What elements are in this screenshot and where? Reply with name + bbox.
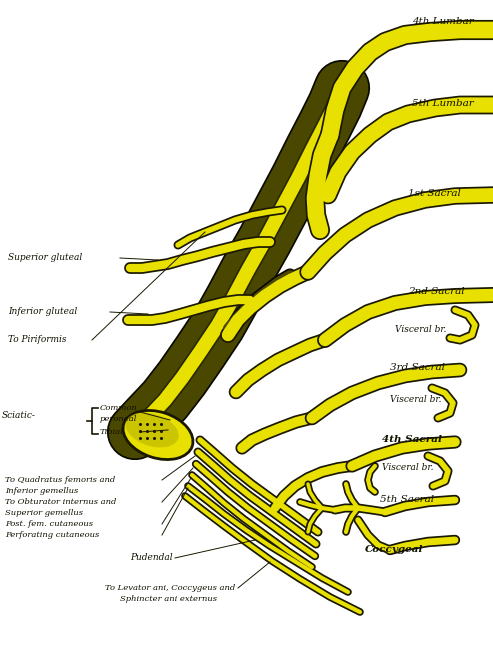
- Text: To Levator ani, Coccygeus and: To Levator ani, Coccygeus and: [105, 584, 235, 592]
- Text: Pudendal: Pudendal: [130, 554, 173, 562]
- Text: Visceral br.: Visceral br.: [395, 326, 447, 335]
- Text: Common: Common: [100, 404, 138, 412]
- Ellipse shape: [125, 413, 178, 447]
- Text: Sciatic-: Sciatic-: [2, 411, 36, 419]
- Text: To Obturator internus and: To Obturator internus and: [5, 498, 116, 506]
- Text: To Piriformis: To Piriformis: [8, 335, 67, 345]
- Text: 5th Lumbar: 5th Lumbar: [412, 99, 474, 107]
- Text: 4th Sacral: 4th Sacral: [382, 436, 442, 445]
- Text: Visceral br.: Visceral br.: [382, 463, 433, 473]
- Text: To Quadratus femoris and: To Quadratus femoris and: [5, 476, 115, 484]
- Text: Visceral br.: Visceral br.: [390, 395, 442, 404]
- Text: Perforating cutaneous: Perforating cutaneous: [5, 531, 99, 539]
- Text: Inferior gemellus: Inferior gemellus: [5, 487, 78, 495]
- Text: Superior gemellus: Superior gemellus: [5, 509, 83, 517]
- Text: peroneal: peroneal: [100, 415, 138, 423]
- Text: Superior gluteal: Superior gluteal: [8, 254, 82, 263]
- Text: 2nd Sacral: 2nd Sacral: [408, 287, 464, 296]
- Text: 3rd Sacral: 3rd Sacral: [390, 363, 445, 372]
- Text: Tibial: Tibial: [100, 428, 124, 436]
- Text: Post. fem. cutaneous: Post. fem. cutaneous: [5, 520, 93, 528]
- Text: Coccygeal: Coccygeal: [365, 545, 423, 554]
- Text: 5th Sacral: 5th Sacral: [380, 495, 434, 504]
- Text: 4th Lumbar: 4th Lumbar: [412, 18, 474, 27]
- Ellipse shape: [123, 410, 193, 460]
- Text: Sphincter ani externus: Sphincter ani externus: [120, 595, 217, 603]
- Text: Inferior gluteal: Inferior gluteal: [8, 307, 77, 317]
- Text: 1st Sacral: 1st Sacral: [408, 190, 461, 198]
